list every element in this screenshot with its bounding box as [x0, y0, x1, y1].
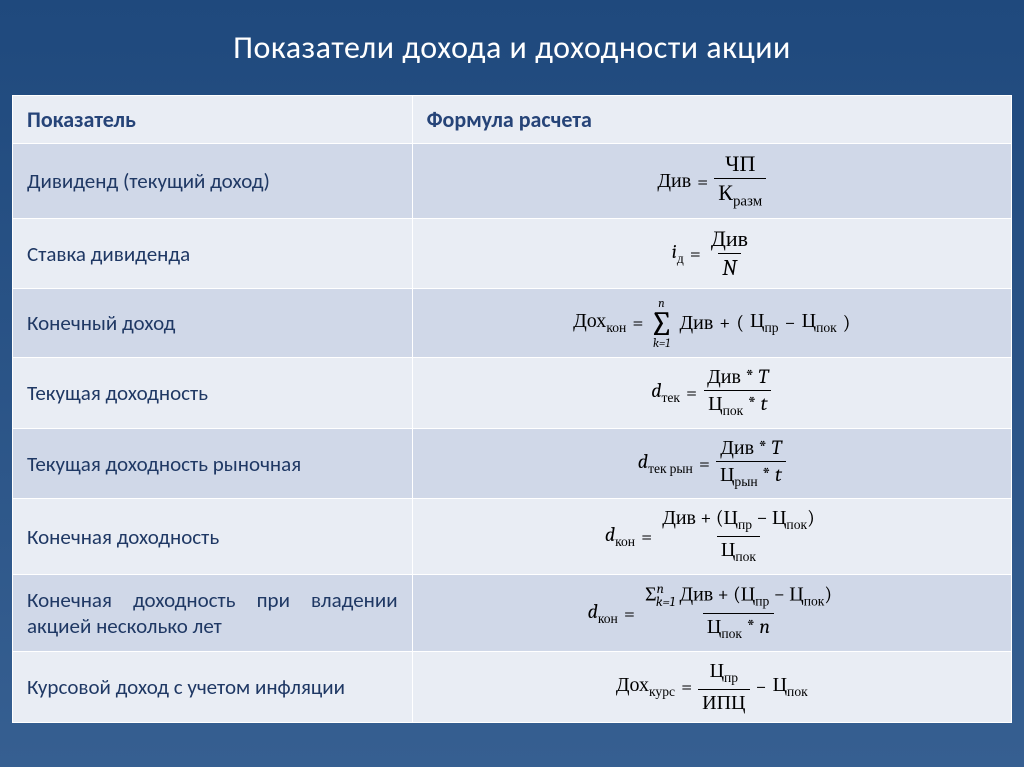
header-formula: Формула расчета — [412, 96, 1011, 144]
row-label: Курсовой доход с учетом инфляции — [13, 651, 413, 722]
table-row: Ставка дивиденда iд = Див N — [13, 219, 1012, 289]
sigma-icon: n ∑ k=1 — [649, 297, 673, 348]
row-label: Конечная доходность — [13, 499, 413, 575]
table-row: Конечная доходность при владении акцией … — [13, 575, 1012, 652]
table-row: Курсовой доход с учетом инфляции Дохкурс… — [13, 651, 1012, 722]
table-row: Конечная доходность dкон = Див + (Цпр − … — [13, 499, 1012, 575]
row-formula: dкон = Σnk=1 Див + (Цпр − Цпок) Цпок * n — [412, 575, 1011, 652]
row-formula: dкон = Див + (Цпр − Цпок) Цпок — [412, 499, 1011, 575]
row-formula: dтек = Див * T Цпок * t — [412, 357, 1011, 428]
table-row: Текущая доходность dтек = Див * T Цпок *… — [13, 357, 1012, 428]
row-formula: Див = ЧП Кразм — [412, 144, 1011, 219]
row-formula: dтек рын = Див * T Црын * t — [412, 428, 1011, 499]
title-bar: Показатели дохода и доходности акции — [0, 0, 1024, 95]
table-row: Дивиденд (текущий доход) Див = ЧП Кразм — [13, 144, 1012, 219]
header-indicator: Показатель — [13, 96, 413, 144]
table-row: Конечный доход Дохкон = n ∑ k=1 Див + ( … — [13, 289, 1012, 357]
row-label: Текущая доходность — [13, 357, 413, 428]
row-formula: Дохкон = n ∑ k=1 Див + ( Цпр − Цпок ) — [412, 289, 1011, 357]
row-label: Конечная доходность при владении акцией … — [13, 575, 413, 652]
row-formula: iд = Див N — [412, 219, 1011, 289]
table-row: Текущая доходность рыночная dтек рын = Д… — [13, 428, 1012, 499]
table-header-row: Показатель Формула расчета — [13, 96, 1012, 144]
row-label: Ставка дивиденда — [13, 219, 413, 289]
row-label: Конечный доход — [13, 289, 413, 357]
row-label: Текущая доходность рыночная — [13, 428, 413, 499]
row-label: Дивиденд (текущий доход) — [13, 144, 413, 219]
row-formula: Дохкурс = Цпр ИПЦ − Цпок — [412, 651, 1011, 722]
formula-table: Показатель Формула расчета Дивиденд (тек… — [12, 95, 1012, 723]
slide-title: Показатели дохода и доходности акции — [233, 28, 791, 67]
